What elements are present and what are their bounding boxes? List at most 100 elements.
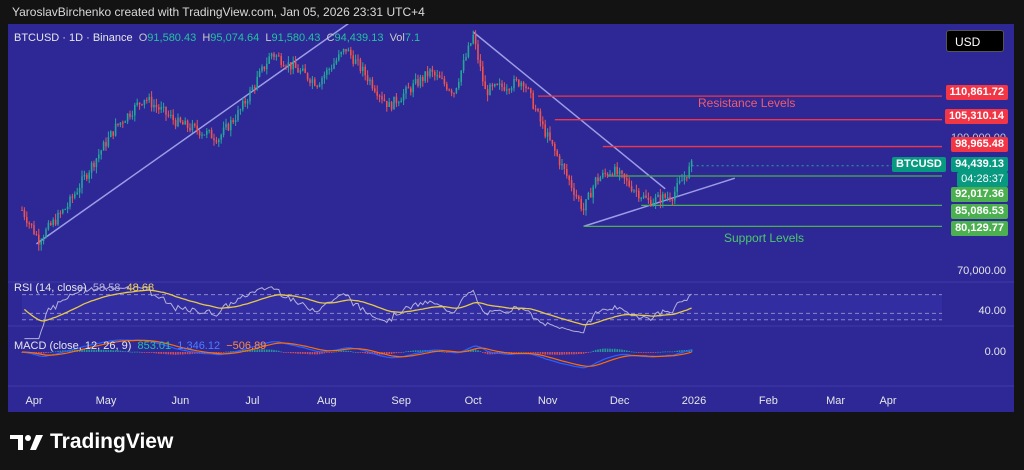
macd-histogram-bar (275, 350, 278, 352)
macd-histogram-bar (654, 352, 657, 353)
candle-body (177, 117, 179, 127)
macd-histogram-bar (664, 351, 666, 353)
candle-body (554, 143, 556, 151)
macd-histogram-bar (59, 350, 62, 352)
candle-body (126, 113, 129, 122)
macd-histogram-bar (410, 350, 412, 352)
macd-histogram-bar (290, 352, 292, 354)
price-chart-svg[interactable] (8, 24, 1014, 412)
tradingview-logo: TradingView (10, 430, 173, 454)
candle-body (369, 79, 371, 82)
macd-histogram-bar (227, 351, 230, 353)
macd-histogram-bar (256, 349, 258, 352)
macd-histogram-bar (474, 349, 477, 352)
macd-histogram-bar (635, 351, 638, 353)
macd-histogram-bar (129, 351, 131, 353)
x-tick-label: May (95, 395, 117, 407)
candle-body (30, 223, 33, 226)
trendline-falling (472, 31, 666, 190)
candle-body (465, 56, 467, 61)
macd-histogram-bar (671, 351, 674, 353)
macd-histogram-bar (549, 352, 551, 355)
macd-histogram-bar (326, 352, 328, 353)
candle-body (143, 99, 146, 105)
macd-histogram-bar (182, 352, 184, 355)
candle-body (530, 88, 532, 94)
x-tick-label: Oct (464, 395, 482, 407)
macd-histogram-bar (626, 350, 628, 352)
candle-body (285, 66, 287, 68)
candle-body (69, 196, 71, 207)
candle-body (642, 195, 645, 198)
candle-body (290, 62, 292, 70)
x-tick-label: Apr (25, 395, 43, 407)
candle-body (446, 84, 448, 90)
price-label-s1: 92,017.36 (951, 187, 1008, 202)
macd-histogram-bar (304, 352, 306, 354)
macd-histogram-bar (412, 350, 414, 352)
macd-line-value: 1,346.12 (177, 340, 221, 352)
candle-body (688, 166, 690, 178)
candle-body (628, 180, 630, 187)
macd-histogram-bar (419, 350, 422, 352)
macd-histogram-bar (628, 350, 630, 352)
macd-histogram-bar (621, 349, 623, 352)
candle-body (494, 84, 496, 87)
candle-body (546, 132, 549, 137)
candle-body (93, 162, 95, 168)
macd-histogram-bar (218, 352, 220, 353)
macd-histogram-bar (446, 352, 448, 353)
macd-histogram-bar (174, 352, 177, 355)
macd-histogram-bar (386, 352, 388, 355)
macd-histogram-bar (633, 351, 635, 353)
macd-histogram-bar (232, 351, 234, 352)
candle-body (273, 53, 275, 57)
x-tick-label: Apr (879, 395, 897, 407)
macd-histogram-bar (95, 349, 98, 352)
macd-histogram-bar (273, 350, 275, 352)
candle-body (570, 180, 573, 188)
candle-body (618, 170, 621, 175)
macd-histogram-bar (280, 351, 282, 353)
candle-body (510, 88, 513, 91)
macd-histogram-bar (477, 350, 479, 352)
macd-histogram-bar (431, 350, 434, 352)
candle-body (582, 208, 585, 211)
macd-histogram-bar (587, 352, 590, 353)
macd-histogram-bar (239, 350, 242, 352)
macd-histogram-bar (369, 352, 371, 354)
macd-histogram-bar (472, 349, 474, 352)
candle-body (110, 131, 112, 138)
candle-body (47, 222, 50, 230)
macd-histogram-bar (47, 352, 50, 353)
currency-button[interactable]: USD (946, 30, 1004, 52)
macd-histogram-bar (170, 352, 172, 355)
candle-body (374, 88, 376, 92)
macd-legend: MACD (close, 12, 26, 9) 853.01 1,346.12 … (14, 340, 267, 352)
candle-body (189, 127, 191, 131)
macd-histogram-bar (86, 349, 88, 352)
candle-body (350, 49, 352, 56)
candle-body (323, 74, 326, 79)
macd-histogram-bar (566, 352, 568, 355)
macd-histogram-bar (570, 352, 573, 355)
candle-body (354, 59, 357, 64)
macd-histogram-bar (122, 350, 124, 352)
candle-body (472, 34, 474, 44)
candle-body (251, 87, 254, 91)
candle-body (594, 177, 597, 187)
macd-histogram-bar (400, 352, 402, 353)
rsi-legend: RSI (14, close) 58.58 48.68 (14, 282, 155, 294)
candle-body (386, 100, 388, 108)
candle-body (294, 61, 297, 69)
candle-body (340, 52, 342, 55)
candle-body (371, 79, 374, 89)
chart-panel[interactable]: BTCUSD · 1D · Binance O91,580.43 H95,074… (8, 24, 1014, 412)
candle-body (412, 83, 414, 93)
x-tick-label: Dec (609, 395, 630, 407)
macd-histogram-bar (57, 350, 59, 352)
candle-body (282, 64, 285, 67)
candle-body (609, 173, 611, 176)
candle-body (266, 63, 268, 70)
candle-body (45, 229, 47, 238)
